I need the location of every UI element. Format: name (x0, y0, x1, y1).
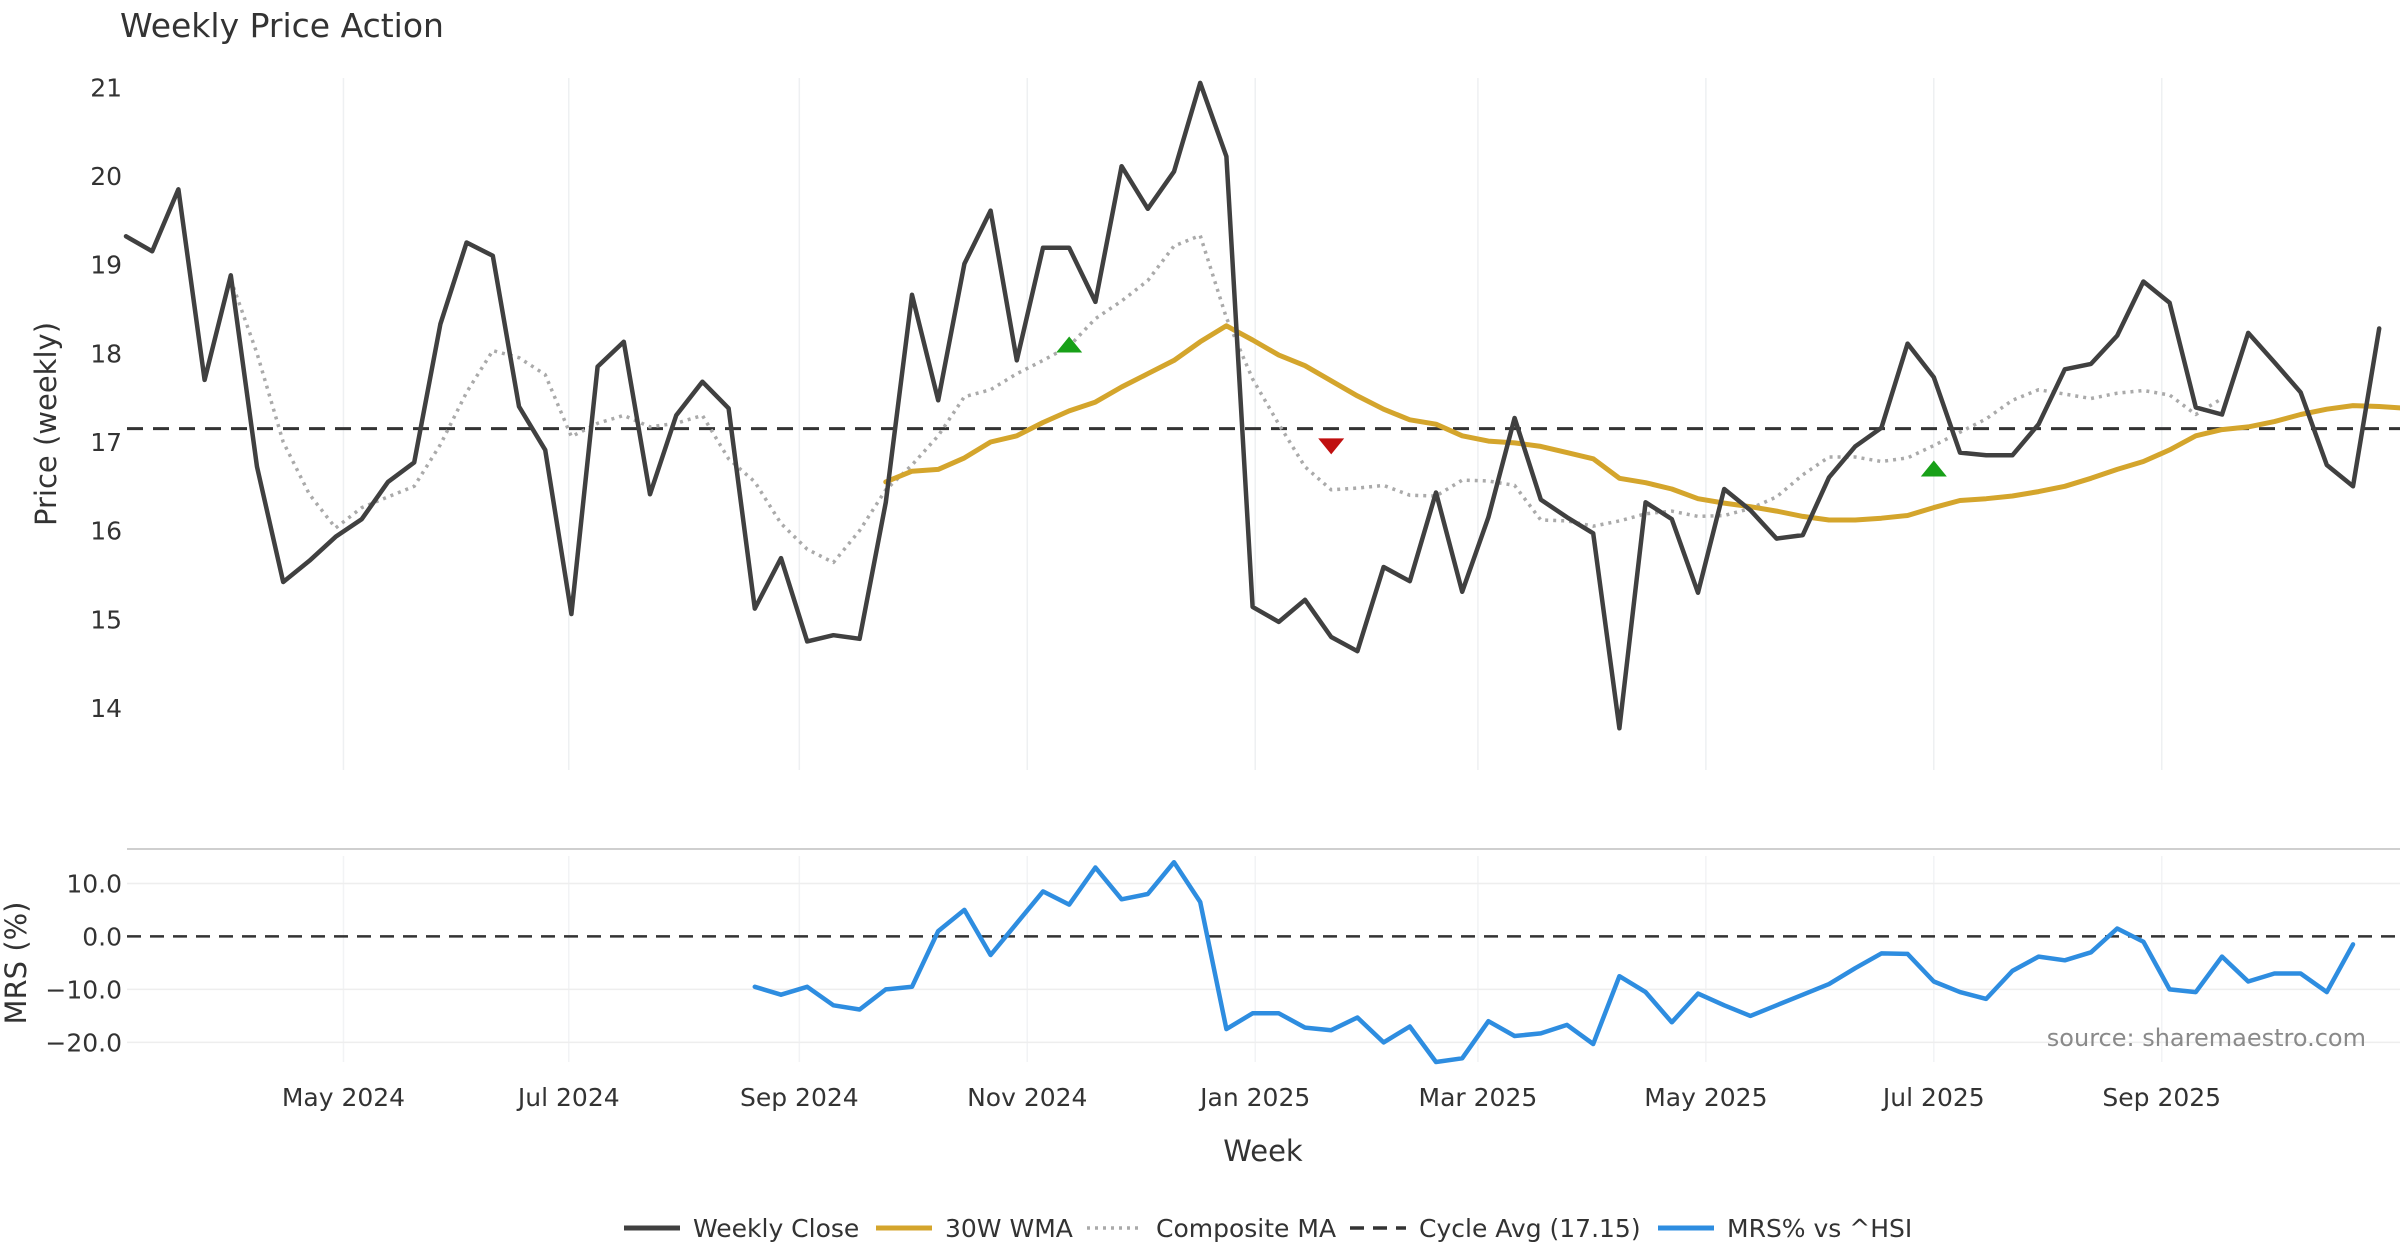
mrs-y-tick-label: −20.0 (45, 1028, 122, 1057)
mrs-y-tick-label: −10.0 (45, 975, 122, 1004)
legend-label: 30W WMA (945, 1214, 1073, 1243)
x-tick-label: Nov 2024 (967, 1083, 1087, 1112)
legend-item: MRS% vs ^HSI (1658, 1214, 1912, 1243)
weekly-close-line (123, 80, 2382, 731)
price-y-tick-label: 21 (90, 73, 122, 102)
mrs-grid (127, 856, 2400, 1062)
legend-item: Composite MA (1087, 1214, 1336, 1243)
price-y-tick-label: 17 (90, 428, 122, 457)
price-y-tick-label: 19 (90, 251, 122, 280)
legend-label: Weekly Close (693, 1214, 859, 1243)
price-panel: 14 15 16 17 18 19 20 21 Weekly Price Action Pri… (29, 6, 2400, 770)
wma-30w-line (883, 323, 2400, 523)
mrs-panel: 10.0 0.0 −10.0 −20.0 MRS (%) source: sharem… (0, 848, 2400, 1065)
price-lines (123, 80, 2400, 731)
signal-markers (1056, 336, 1947, 477)
chart-title: Weekly Price Action (120, 6, 444, 45)
legend: Weekly Close 30W WMA Composite MA Cycle Avg… (624, 1214, 1912, 1243)
legend-label: Cycle Avg (17.15) (1419, 1214, 1641, 1243)
x-axis-ticks: May 2024 Jul 2024 Sep 2024 Nov 2024 Jan 2025… (282, 1083, 2221, 1112)
x-tick-label: Sep 2024 (740, 1083, 859, 1112)
mrs-line (752, 859, 2356, 1065)
x-tick-label: Jul 2024 (516, 1083, 620, 1112)
x-tick-label: Jul 2025 (1881, 1083, 1985, 1112)
legend-item: Cycle Avg (17.15) (1350, 1214, 1641, 1243)
mrs-y-ticks: 10.0 0.0 −10.0 −20.0 (45, 869, 122, 1057)
mrs-y-tick-label: 10.0 (66, 869, 122, 898)
mrs-y-axis-label: MRS (%) (0, 902, 33, 1025)
x-tick-label: Mar 2025 (1419, 1083, 1538, 1112)
x-axis-label: Week (1223, 1134, 1303, 1168)
legend-item: 30W WMA (876, 1214, 1073, 1243)
x-tick-label: May 2025 (1644, 1083, 1767, 1112)
x-tick-label: Sep 2025 (2102, 1083, 2221, 1112)
price-y-tick-label: 20 (90, 162, 122, 191)
mrs-y-tick-label: 0.0 (82, 922, 122, 951)
legend-item: Weekly Close (624, 1214, 859, 1243)
price-y-ticks: 14 15 16 17 18 19 20 21 (90, 73, 122, 723)
legend-label: MRS% vs ^HSI (1727, 1214, 1912, 1243)
mrs-lines (127, 859, 2400, 1065)
source-note: source: sharemaestro.com (2047, 1024, 2366, 1052)
price-y-tick-label: 15 (90, 605, 122, 634)
price-y-axis-label: Price (weekly) (29, 322, 63, 526)
price-grid (342, 78, 2163, 770)
sell-signal-marker (1318, 438, 1345, 455)
legend-label: Composite MA (1156, 1214, 1336, 1243)
price-y-tick-label: 14 (90, 694, 122, 723)
buy-signal-marker (1056, 336, 1083, 353)
price-y-tick-label: 18 (90, 339, 122, 368)
x-tick-label: May 2024 (282, 1083, 405, 1112)
price-y-tick-label: 16 (90, 517, 122, 546)
x-tick-label: Jan 2025 (1198, 1083, 1310, 1112)
buy-signal-marker (1920, 460, 1947, 477)
